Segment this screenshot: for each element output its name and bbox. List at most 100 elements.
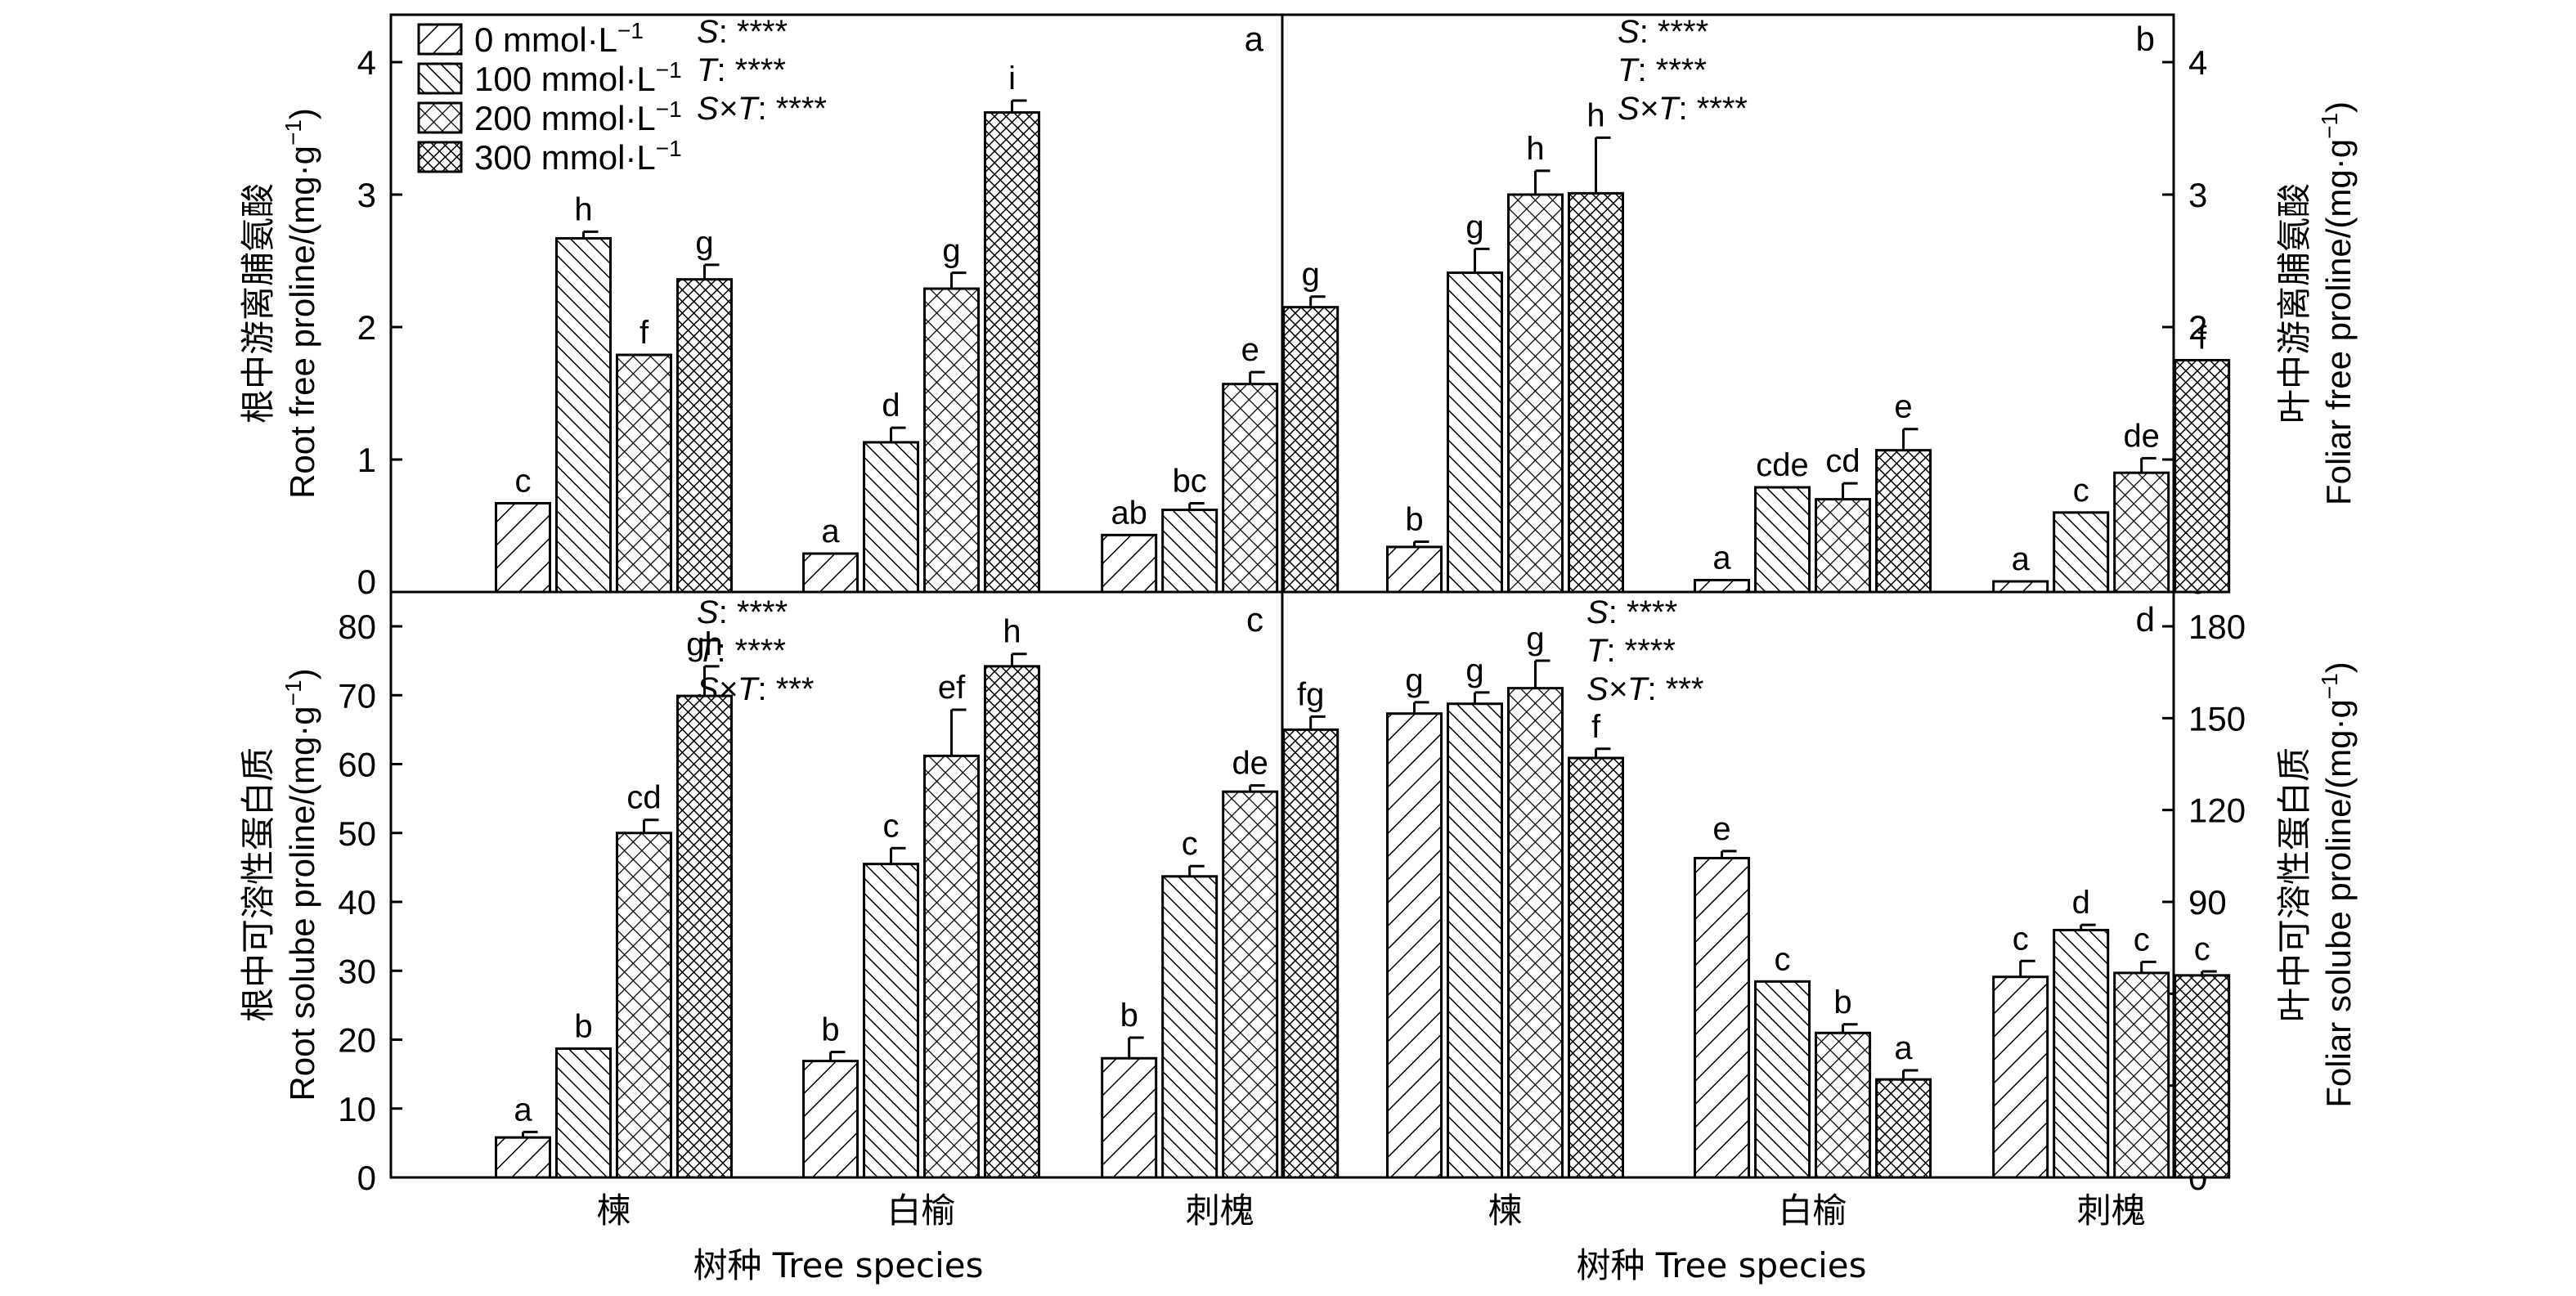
bar-d-0-3 [1568,756,1624,1179]
x-category-d-1: 白榆 [1779,1191,1847,1231]
sig-label-a-2-3: g [1302,257,1320,293]
bar-d-0-2 [1507,687,1564,1179]
bar-c-0-3 [676,694,733,1179]
sig-label-c-1-3: h [1003,614,1021,650]
bar-a-1-3 [984,111,1041,594]
sig-label-a-2-2: e [1241,332,1259,368]
y-tick-label-b-4: 4 [2188,43,2207,82]
sig-label-a-0-2: f [640,315,649,351]
bar-b-2-3 [2174,359,2231,594]
y-tick-label-c-7: 70 [338,676,376,715]
sig-label-d-1-1: c [1775,941,1791,977]
bar-c-1-0 [802,1060,859,1179]
sig-label-a-1-2: g [942,233,960,269]
bar-a-1-2 [923,287,981,594]
bar-b-1-2 [1815,498,1872,594]
sig-label-a-2-0: ab [1111,495,1147,531]
sig-label-c-0-2: cd [626,780,661,816]
legend-item-2: 200 mmol·L−1 [417,96,682,137]
y-tick-label-d-5: 150 [2188,699,2246,738]
sig-label-a-0-0: c [515,463,532,499]
bar-c-1-3 [984,665,1041,1179]
x-category-c-2: 刺槐 [1186,1191,1254,1231]
bar-c-1-1 [863,863,920,1179]
y-tick-label-c-6: 60 [338,746,376,784]
sig-label-d-1-2: b [1833,984,1851,1020]
bar-d-2-1 [2053,928,2110,1179]
legend-sup-0: −1 [617,18,644,43]
sig-label-a-1-0: a [821,513,840,549]
legend-label-2: 200 mmol·L [474,99,656,137]
y-title-cn-d: 叶中可溶性蛋白质 [2274,747,2314,1022]
sig-label-c-1-2: ef [938,670,966,706]
y-tick-label-a-1: 1 [357,441,376,479]
y-title-cn-b: 叶中游离脯氨酸 [2274,183,2314,424]
panel-d: 0306090120150180叶中可溶性蛋白质Foliar solube pr… [1386,594,2358,1231]
y-tick-label-c-4: 40 [338,883,376,922]
svg-text:0 mmol·L−1: 0 mmol·L−1 [474,18,644,59]
bar-a-1-0 [802,552,859,594]
stat-d-0: S: **** [1586,594,1677,630]
x-category-d-0: 楝 [1488,1191,1522,1231]
y-tick-label-d-4: 120 [2188,792,2246,830]
y-title-en-a: Root free proline/(mg·g−1) [280,108,321,499]
bar-a-2-2 [1222,383,1279,594]
sig-label-d-2-1: d [2072,885,2090,921]
bar-b-1-3 [1875,449,1932,594]
y-tick-label-a-2: 2 [357,308,376,347]
y-tick-label-a-3: 3 [357,176,376,214]
bar-a-2-1 [1161,509,1218,594]
stat-d-2: S×T: *** [1586,671,1703,707]
y-title-en-c: Root solube proline/(mg·g−1) [280,668,321,1101]
bar-c-2-3 [1282,728,1340,1179]
sig-label-b-2-3: f [2197,321,2207,357]
y-tick-label-c-8: 80 [338,608,376,646]
sig-label-b-0-0: b [1405,501,1423,537]
sig-label-a-1-3: i [1008,61,1016,96]
y-title-cn-a: 根中游离脯氨酸 [238,183,278,424]
x-axis-title-right: 树种 Tree species [1576,1245,1866,1285]
y-tick-label-d-3: 90 [2188,883,2227,922]
legend-swatch-0 [417,23,463,56]
legend-item-3: 300 mmol·L−1 [417,136,682,177]
sig-label-c-2-3: fg [1297,676,1324,712]
bar-b-2-2 [2113,471,2170,594]
legend-sup-2: −1 [656,96,682,122]
sig-label-c-2-2: de [1232,746,1268,782]
bar-b-1-0 [1694,578,1751,594]
y-tick-label-c-5: 50 [338,814,376,853]
legend: 0 mmol·L−1 100 mmol·L−1 200 mmol·L−1 300… [417,18,682,177]
sig-label-c-2-1: c [1182,826,1198,862]
x-category-c-1: 白榆 [887,1191,956,1231]
panel-c: 0 10 20 30 40 50 60 70 80 根中可溶性蛋白质 Root solube pro… [238,594,1340,1231]
sig-label-d-0-3: f [1591,709,1601,745]
bar-c-0-0 [495,1136,551,1179]
sig-label-d-1-3: a [1894,1030,1913,1066]
x-axis-title-left: 树种 Tree species [693,1245,983,1285]
legend-sup-3: −1 [656,136,682,161]
legend-label-3: 300 mmol·L [474,138,656,177]
bar-b-2-0 [1992,580,2049,594]
legend-swatch-1 [417,62,463,95]
bar-a-2-0 [1101,533,1158,594]
bar-a-1-1 [863,441,920,594]
sig-label-b-1-2: cd [1825,443,1860,479]
sig-label-b-0-3: h [1586,97,1604,133]
sig-label-b-1-1: cde [1756,447,1809,483]
y-title-cn-c: 根中可溶性蛋白质 [238,747,278,1022]
bar-a-0-1 [555,236,612,594]
sig-label-d-0-1: g [1465,652,1483,688]
bar-c-0-2 [616,832,672,1179]
panel-letter-b: b [2136,20,2155,58]
svg-text:200 mmol·L−1: 200 mmol·L−1 [474,96,682,137]
legend-label-0: 0 mmol·L [474,20,617,59]
sig-label-c-0-1: b [574,1008,592,1044]
bar-c-1-2 [923,754,981,1179]
bar-b-0-2 [1507,193,1564,594]
bar-b-0-0 [1386,545,1443,594]
y-tick-label-c-3: 30 [338,952,376,990]
y-tick-label-c-2: 20 [338,1021,376,1060]
y-tick-label-c-0: 0 [357,1159,376,1197]
bar-c-0-1 [555,1047,612,1179]
